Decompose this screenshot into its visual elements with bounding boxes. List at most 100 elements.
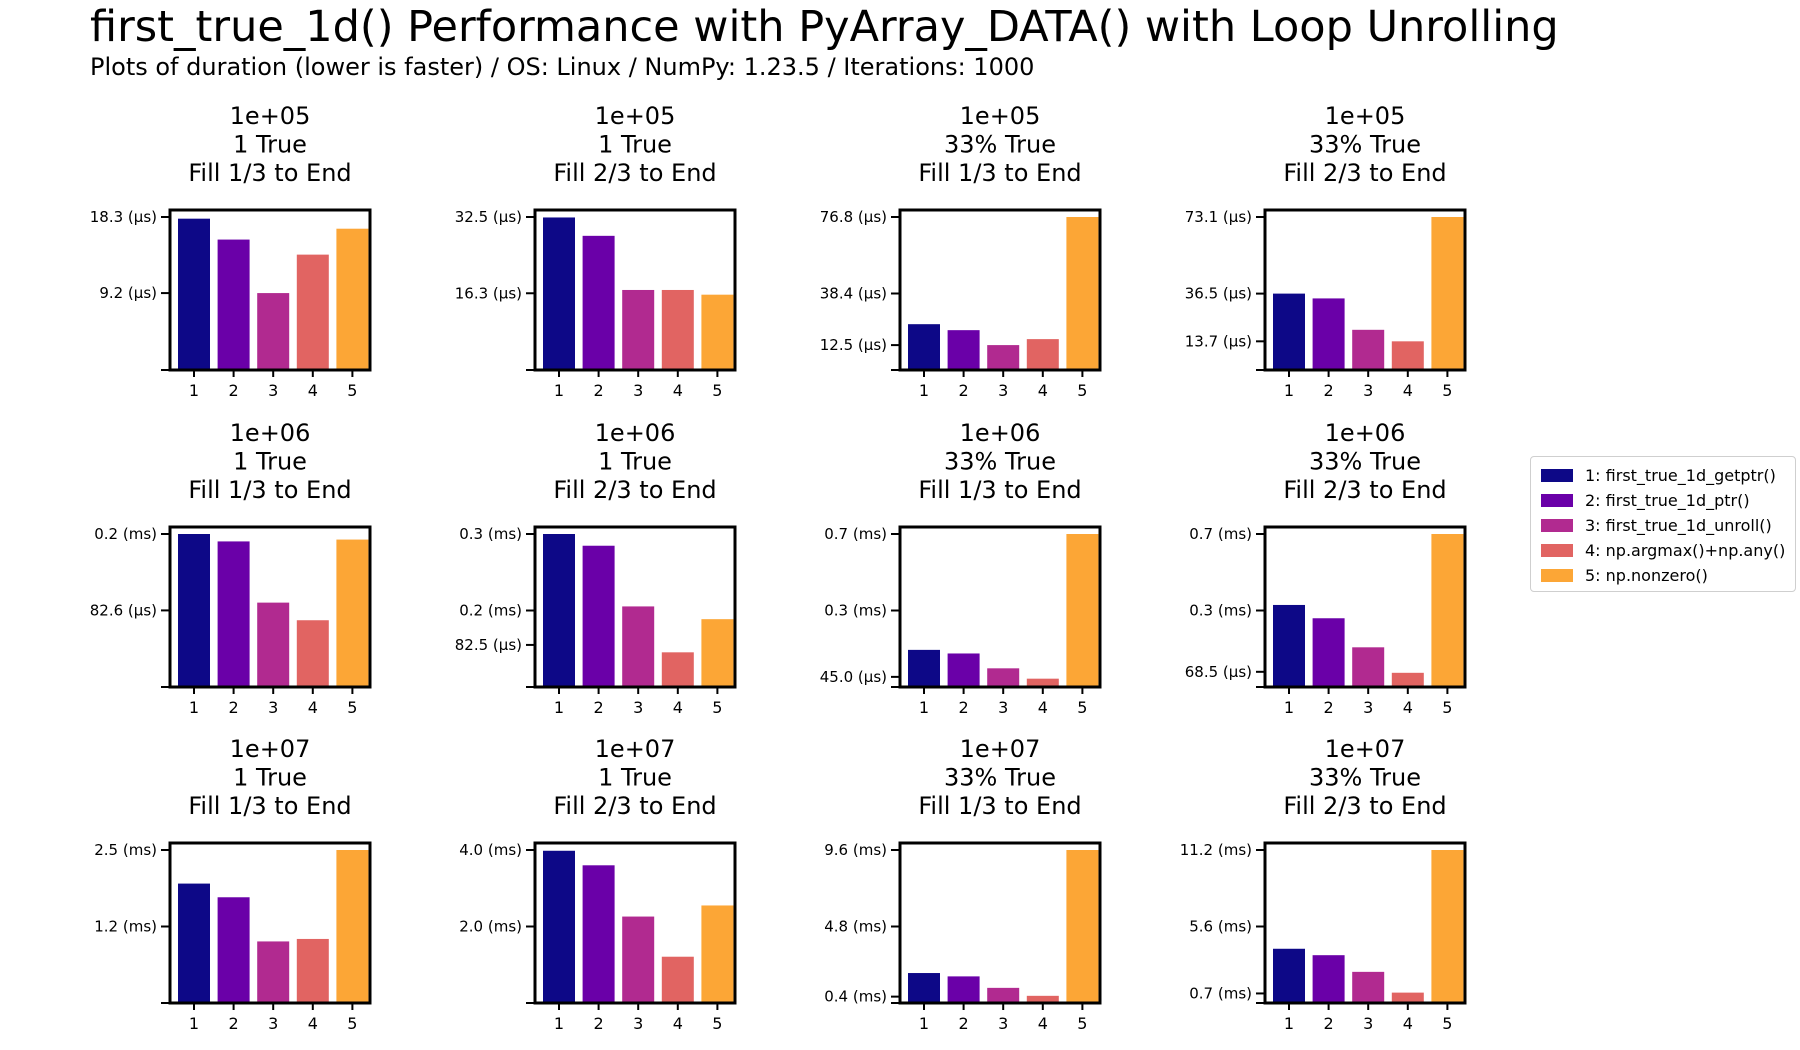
bar — [1431, 850, 1464, 1003]
y-tick-label: 68.5 (µs) — [1185, 663, 1252, 681]
y-tick-label: 9.2 (µs) — [99, 284, 157, 302]
x-tick-label: 3 — [268, 381, 278, 400]
bar — [543, 217, 575, 370]
subplot-title: 1e+07 — [960, 735, 1041, 763]
x-tick-label: 4 — [1038, 1014, 1048, 1033]
bar — [257, 941, 290, 1003]
x-tick-label: 1 — [1284, 698, 1294, 717]
legend-item: 5: np.nonzero() — [1541, 563, 1785, 588]
legend-item: 3: first_true_1d_unroll() — [1541, 513, 1785, 538]
subplot-title: 1e+05 — [1325, 102, 1406, 130]
legend-label: 2: first_true_1d_ptr() — [1585, 491, 1750, 510]
bar — [701, 619, 734, 687]
x-tick-label: 1 — [554, 1014, 564, 1033]
plot-frame — [533, 208, 737, 372]
plot-frame — [1263, 525, 1467, 689]
bar — [1391, 672, 1424, 687]
bar — [582, 865, 615, 1003]
x-tick-label: 4 — [1038, 698, 1048, 717]
x-tick-label: 4 — [673, 381, 683, 400]
y-tick-label: 18.3 (µs) — [90, 208, 157, 226]
subplot-title: 1e+05 — [230, 102, 311, 130]
bar — [257, 602, 290, 687]
y-tick-label: 0.2 (ms) — [459, 602, 522, 620]
legend-label: 5: np.nonzero() — [1585, 566, 1708, 585]
x-tick-label: 5 — [1442, 1014, 1452, 1033]
bar — [661, 956, 694, 1003]
subplot-title: Fill 1/3 to End — [918, 159, 1081, 187]
bar — [987, 668, 1020, 687]
legend-label: 1: first_true_1d_getptr() — [1585, 466, 1776, 485]
x-tick-label: 3 — [633, 1014, 643, 1033]
bar — [1066, 217, 1099, 370]
x-tick-label: 2 — [229, 698, 239, 717]
x-tick-label: 2 — [959, 381, 969, 400]
y-tick-label: 4.8 (ms) — [824, 918, 887, 936]
bar — [217, 541, 250, 687]
x-tick-label: 5 — [1077, 698, 1087, 717]
y-tick-label: 36.5 (µs) — [1185, 285, 1252, 303]
subplot-title: Fill 2/3 to End — [1283, 159, 1446, 187]
subplot-title: Fill 1/3 to End — [918, 792, 1081, 820]
subplot-title: 1 True — [233, 764, 307, 792]
subplot-title: 1 True — [598, 131, 672, 159]
bar — [908, 973, 940, 1003]
subplot-title: 33% True — [1309, 131, 1421, 159]
bar — [622, 916, 655, 1003]
subplot-title: 1e+07 — [595, 735, 676, 763]
bar — [543, 534, 575, 687]
bar — [1066, 534, 1099, 687]
x-tick-label: 5 — [347, 1014, 357, 1033]
subplot-title: 1e+05 — [595, 102, 676, 130]
x-tick-label: 4 — [673, 698, 683, 717]
x-tick-label: 3 — [1363, 381, 1373, 400]
y-tick-label: 2.0 (ms) — [459, 918, 522, 936]
subplot-title: 33% True — [1309, 448, 1421, 476]
bar — [1273, 293, 1305, 370]
chart-subtitle: Plots of duration (lower is faster) / OS… — [90, 53, 1035, 81]
chart-title: first_true_1d() Performance with PyArray… — [90, 2, 1559, 52]
y-tick-label: 1.2 (ms) — [94, 918, 157, 936]
bar — [582, 545, 615, 687]
bar — [1312, 298, 1345, 370]
x-tick-label: 3 — [998, 1014, 1008, 1033]
bar — [987, 345, 1020, 370]
x-tick-label: 4 — [1403, 381, 1413, 400]
bar — [217, 239, 250, 370]
bar — [1431, 217, 1464, 370]
bar — [178, 218, 210, 370]
subplot-title: 33% True — [944, 131, 1056, 159]
x-tick-label: 5 — [712, 698, 722, 717]
bar — [701, 905, 734, 1003]
plot-frame — [168, 208, 372, 372]
y-tick-label: 2.5 (ms) — [94, 841, 157, 859]
y-tick-label: 0.7 (ms) — [824, 525, 887, 543]
x-tick-label: 5 — [347, 381, 357, 400]
y-tick-label: 76.8 (µs) — [820, 208, 887, 226]
x-tick-label: 2 — [594, 698, 604, 717]
subplot-title: Fill 2/3 to End — [553, 792, 716, 820]
y-tick-label: 0.2 (ms) — [94, 525, 157, 543]
bar — [1352, 971, 1385, 1003]
bar — [336, 850, 369, 1003]
bar — [1391, 341, 1424, 370]
x-tick-label: 4 — [1038, 381, 1048, 400]
y-tick-label: 13.7 (µs) — [1185, 332, 1252, 350]
bar — [1312, 618, 1345, 687]
bar — [1026, 995, 1059, 1003]
x-tick-label: 4 — [1403, 698, 1413, 717]
bar — [217, 897, 250, 1003]
bar — [947, 976, 980, 1003]
x-tick-label: 5 — [712, 1014, 722, 1033]
bar — [178, 534, 210, 687]
bar — [987, 987, 1020, 1003]
x-tick-label: 2 — [229, 381, 239, 400]
plot-frame — [898, 208, 1102, 372]
x-tick-label: 3 — [633, 381, 643, 400]
y-tick-label: 82.6 (µs) — [90, 601, 157, 619]
